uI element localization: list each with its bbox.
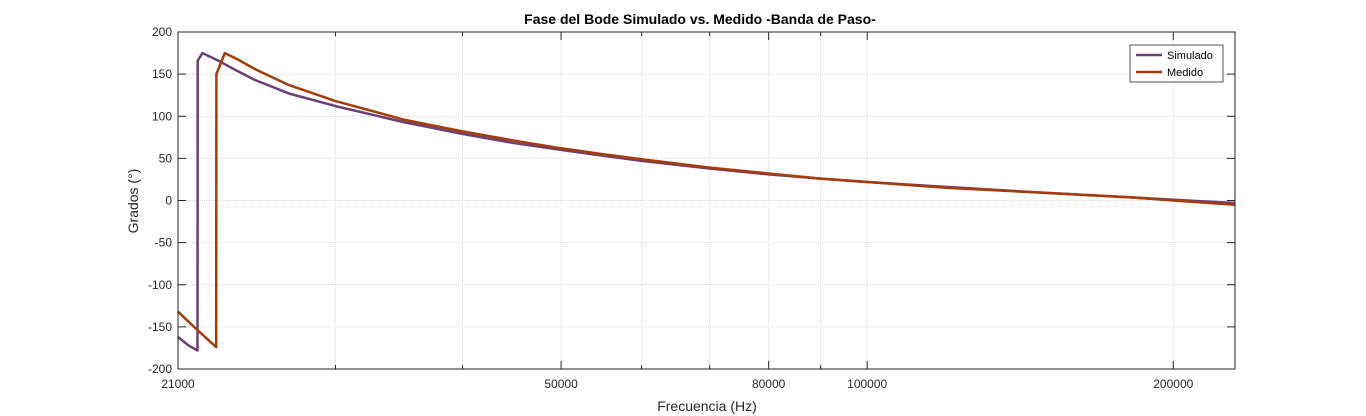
y-tick-label: 0: [165, 194, 172, 208]
x-tick-label: 100000: [847, 377, 887, 391]
grid: [177, 31, 1235, 370]
legend-label-medido: Medido: [1167, 67, 1203, 79]
legend-label-simulado: Simulado: [1167, 50, 1213, 62]
x-tick-label: 80000: [752, 377, 786, 391]
y-tick-label: -100: [148, 278, 172, 292]
chart-title: Fase del Bode Simulado vs. Medido -Banda…: [524, 11, 876, 27]
y-tick-label: 50: [159, 151, 173, 165]
legend: Simulado Medido: [1129, 44, 1224, 83]
y-tick-label: -50: [155, 236, 173, 250]
y-tick-label: -200: [148, 362, 172, 376]
y-tick-label: -150: [148, 320, 172, 334]
y-tick-label: 100: [152, 109, 172, 123]
x-tick-label: 200000: [1153, 377, 1193, 391]
legend-box: [1129, 44, 1224, 83]
series-line-medido: [177, 51, 1236, 349]
x-axis-label: Frecuencia (Hz): [657, 398, 757, 414]
series-line-simulado: [177, 51, 1236, 352]
y-axis-label: Grados (°): [125, 169, 141, 234]
axis-ticks: -200 -150 -100 -50 0 50 100 150 200 21000 50000 800…: [148, 25, 1235, 391]
x-tick-label: 50000: [544, 377, 578, 391]
x-tick-label: 21000: [161, 377, 195, 391]
series-lines: [177, 51, 1236, 352]
y-tick-label: 150: [152, 67, 172, 81]
y-tick-label: 200: [152, 25, 172, 39]
